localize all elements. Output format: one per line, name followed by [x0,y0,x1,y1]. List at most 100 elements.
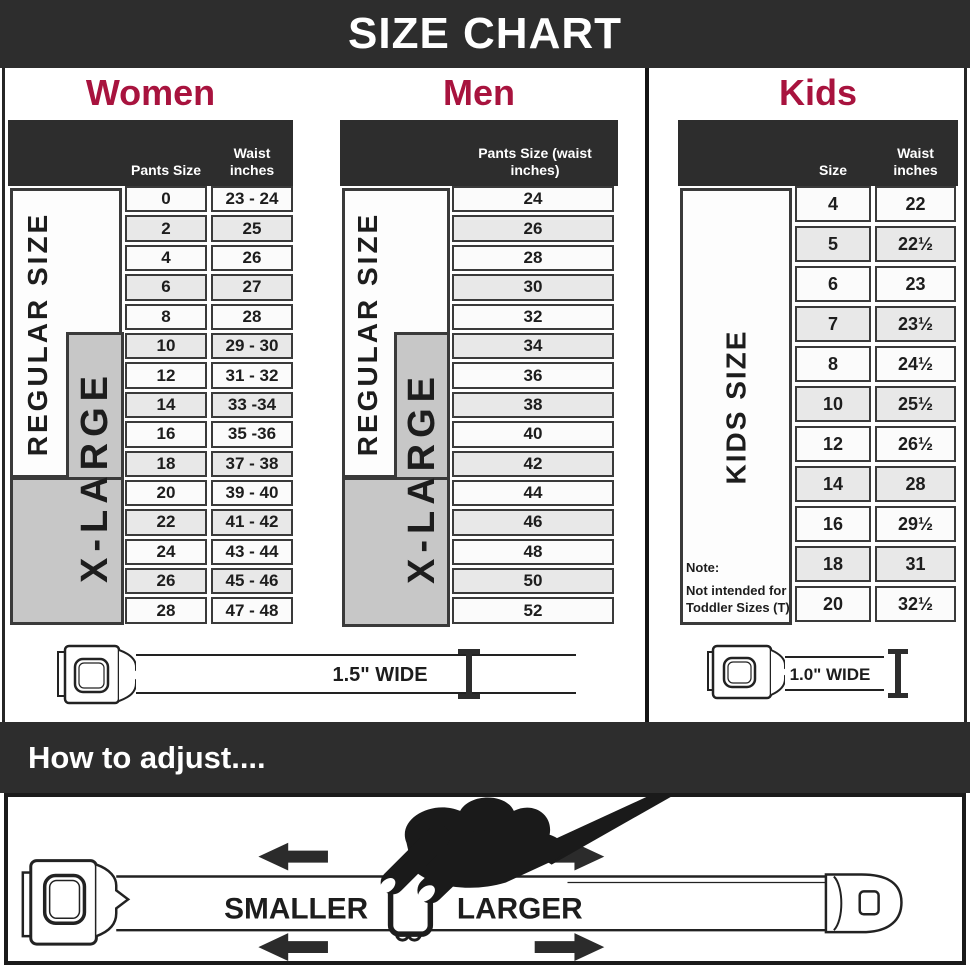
table-cell: 42 [452,450,614,477]
adjust-heading: How to adjust.... [28,740,266,775]
table-cell: 8 [125,303,207,330]
kids-table-body: KIDS SIZE Note: Not intended for Toddler… [678,186,958,627]
table-cell: 23 - 24 [211,186,293,213]
title-bar: SIZE CHART [0,0,970,68]
table-cell: 38 [452,391,614,419]
women-xlarge-band-upper [66,332,124,480]
kids-note-title: Note: [686,560,720,575]
table-cell: 10 [795,386,871,422]
men-heading: Men [443,72,515,113]
table-cell: 0 [125,186,207,213]
table-cell: 28 [452,244,614,272]
women-xlarge-band-lower [10,477,124,625]
women-regular-label: REGULAR SIZE [22,211,53,457]
table-cell: 7 [795,306,871,342]
table-cell: 28 [875,466,956,502]
table-cell: 4 [125,244,207,272]
table-cell: 33 -34 [211,391,293,419]
table-cell: 28 [211,303,293,330]
table-cell: 39 - 40 [211,479,293,507]
table-cell: 26 [452,215,614,242]
table-cell: 47 - 48 [211,597,293,624]
table-cell: 48 [452,538,614,566]
table-cell: 31 - 32 [211,362,293,389]
table-cell: 26½ [875,426,956,462]
belt-buckle-icon [21,859,131,946]
hand-icon [379,781,699,904]
arrow-right-icon [534,933,605,961]
kids-col1-header: Size [818,162,847,179]
table-cell: 41 - 42 [211,509,293,536]
table-cell: 2 [125,215,207,242]
table-cell: 6 [125,274,207,301]
table-cell: 12 [795,426,871,462]
table-cell: 20 [795,586,871,622]
table-cell: 26 [125,568,207,595]
table-cell: 35 -36 [211,421,293,448]
women-col2-header: Waist inches [229,145,275,179]
table-cell: 12 [125,362,207,389]
table-cell: 34 [452,332,614,360]
table-cell: 40 [452,421,614,448]
right-edge-line [964,68,967,722]
table-cell: 43 - 44 [211,538,293,566]
table-cell: 32 [452,303,614,330]
arrow-left-icon [258,842,328,871]
women-table-header: Pants Size Waist inches [8,120,293,186]
kids-section-divider [645,68,649,722]
women-table-body: REGULAR SIZE X-LARGE 0 23 - 24 2 25 4 26 6 27 8 2… [8,186,293,627]
table-cell: 29½ [875,506,956,542]
table-cell: 14 [795,466,871,502]
adult-belt-illustration: 1.5" WIDE [57,644,576,705]
kids-note-line2: Toddler Sizes (T) [686,599,790,615]
smaller-label: SMALLER [224,892,368,925]
women-heading: Women [85,72,216,113]
table-cell: 32½ [875,586,956,622]
women-table-rows: 0 23 - 24 2 25 4 26 6 27 8 28 10 29 - 30 12 31 - 32 14… [125,186,293,624]
table-cell: 22½ [875,226,956,262]
table-cell: 22 [125,509,207,536]
table-cell: 18 [125,450,207,477]
table-cell: 18 [795,546,871,582]
women-col1-header: Pants Size [130,162,202,179]
arrow-right-icon [534,842,605,871]
men-table-header: Pants Size (waist inches) [340,120,618,186]
kids-note-line1: Not intended for [686,582,787,598]
table-cell: 6 [795,266,871,302]
men-xlarge-band-lower [342,477,450,627]
table-cell: 25 [211,215,293,242]
adjust-panel: SMALLER LARGER [4,781,966,965]
table-cell: 52 [452,597,614,624]
table-cell: 22 [875,186,956,222]
table-cell: 5 [795,226,871,262]
adjust-band: How to adjust.... [0,722,970,793]
table-cell: 46 [452,509,614,536]
table-cell: 27 [211,274,293,301]
table-cell: 16 [125,421,207,448]
kids-table-rows: 4 22 5 22½ 6 23 7 23½ 8 24½ 10 25½ 12 26½ 14 28 16 29½ 18 3… [795,186,956,622]
men-table-body: REGULAR SIZE X-LARGE 24 26 28 30 32 34 36 38 40 4… [340,186,618,627]
left-edge-line [2,68,5,722]
kids-size-label: KIDS SIZE [720,329,752,485]
table-cell: 50 [452,568,614,595]
table-cell: 16 [795,506,871,542]
kids-belt-illustration: 1.0" WIDE [707,644,908,700]
kids-heading: Kids [778,72,857,113]
table-cell: 10 [125,332,207,360]
larger-label: LARGER [457,892,583,925]
table-cell: 4 [795,186,871,222]
women-xlarge-label: X-LARGE [73,369,116,583]
table-cell: 24½ [875,346,956,382]
table-cell: 23 [875,266,956,302]
men-xlarge-label: X-LARGE [400,370,443,584]
table-cell: 45 - 46 [211,568,293,595]
table-cell: 14 [125,391,207,419]
table-cell: 29 - 30 [211,332,293,360]
table-cell: 24 [452,186,614,213]
men-regular-label: REGULAR SIZE [352,211,383,457]
kids-belt-width-label: 1.0" WIDE [790,665,871,684]
adult-belt-width-label: 1.5" WIDE [332,664,427,686]
page-title: SIZE CHART [348,9,622,58]
arrow-left-icon [258,933,328,961]
